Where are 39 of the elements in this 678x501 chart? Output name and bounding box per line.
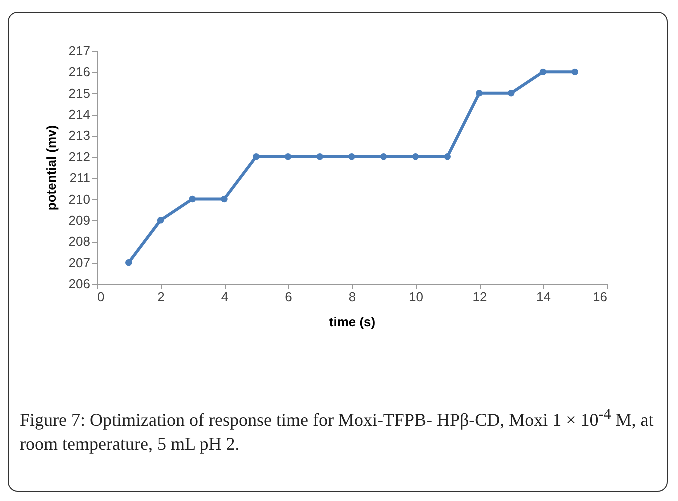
x-tick-label: 4 (221, 290, 229, 304)
x-tick-label: 16 (593, 290, 608, 304)
point (412, 154, 420, 160)
point (316, 154, 324, 160)
y-tick-label: 214 (68, 107, 90, 122)
text: Figure 7: Optimization of response time for Moxi-TFPB- HPβ-CD, Moxi 1 × 10$^{-4}$ M, at room temperature, 5 mL pH 2. (20, 407, 654, 454)
y-tick-label: 209 (68, 212, 90, 228)
y-tick-label: 212 (68, 149, 90, 164)
point (284, 154, 292, 160)
x-tick-label: 2 (158, 290, 165, 304)
x-tick-label: 8 (348, 290, 356, 304)
x-tick-label: 10 (409, 290, 424, 304)
point (508, 90, 515, 97)
y-axis-title: potential (mv) (44, 125, 59, 211)
point (380, 154, 388, 160)
y-tick-label: 216 (68, 64, 90, 80)
y-tick-label: 210 (68, 192, 90, 207)
y-tick-label: 217 (68, 44, 90, 58)
point (540, 68, 547, 76)
point (444, 154, 451, 160)
y-tick-label: 208 (68, 234, 90, 250)
y-tick-label: 211 (70, 170, 90, 186)
x-tick-label: 14 (536, 290, 551, 304)
point (253, 154, 260, 160)
x-tick-label: 6 (285, 290, 292, 304)
point (348, 154, 356, 160)
y-tick-label: 207 (68, 255, 90, 270)
y-tick-label: 206 (68, 276, 90, 292)
point (157, 217, 164, 224)
point (126, 259, 132, 266)
x-tick-label: 0 (98, 290, 105, 304)
point (189, 196, 196, 203)
x-tick-label: 12 (472, 290, 488, 304)
x-axis-title: time (s) (329, 314, 376, 330)
point (221, 196, 228, 203)
y-tick-label: 213 (68, 128, 90, 144)
y-tick-label: 215 (68, 86, 90, 101)
point (476, 90, 483, 97)
point (572, 68, 578, 76)
